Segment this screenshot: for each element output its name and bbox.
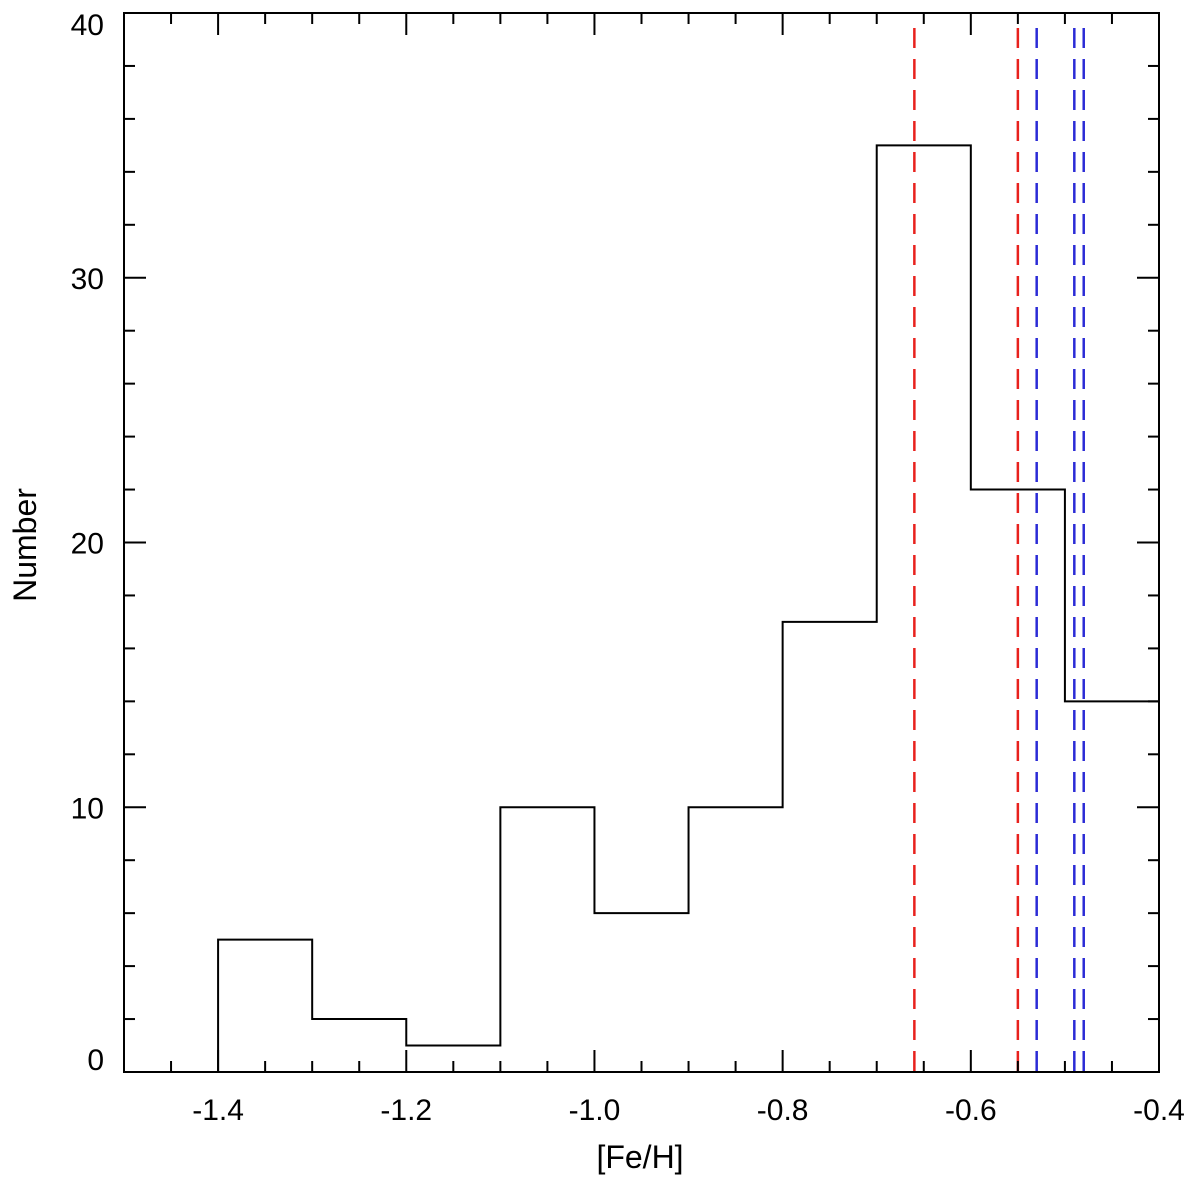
x-tick-label: -1.4 <box>192 1094 244 1127</box>
histogram-bin-8 <box>877 145 971 1072</box>
x-tick-label: -0.8 <box>757 1094 809 1127</box>
x-tick-label: -1.2 <box>380 1094 432 1127</box>
histogram-bin-4 <box>500 807 594 1072</box>
histogram-bin-1 <box>218 940 312 1072</box>
y-axis-label: Number <box>7 488 43 602</box>
histogram-bin-9 <box>971 490 1065 1072</box>
y-tick-label: 0 <box>87 1044 104 1077</box>
y-tick-label: 10 <box>71 792 104 825</box>
histogram-series <box>217 144 1159 1072</box>
y-tick-label: 20 <box>71 528 104 561</box>
tick-labels: -1.4 -1.2 -1.0 -0.8 -0.6 -0.4 0 10 20 30 40 <box>71 9 1185 1127</box>
x-axis-label: [Fe/H] <box>596 1139 683 1175</box>
histogram-bin-5 <box>594 913 688 1072</box>
x-tick-label: -1.0 <box>569 1094 621 1127</box>
histogram-bin-7 <box>783 622 877 1072</box>
histogram-bin-6 <box>689 807 783 1072</box>
y-tick-label: 30 <box>71 263 104 296</box>
x-tick-label: -0.4 <box>1133 1094 1185 1127</box>
y-tick-label: 40 <box>71 9 104 42</box>
x-tick-label: -0.6 <box>945 1094 997 1127</box>
histogram-bin-10 <box>1065 701 1159 1072</box>
axis-ticks <box>123 12 1160 1073</box>
reference-lines <box>913 28 1085 1072</box>
histogram-outline <box>217 144 1159 1072</box>
